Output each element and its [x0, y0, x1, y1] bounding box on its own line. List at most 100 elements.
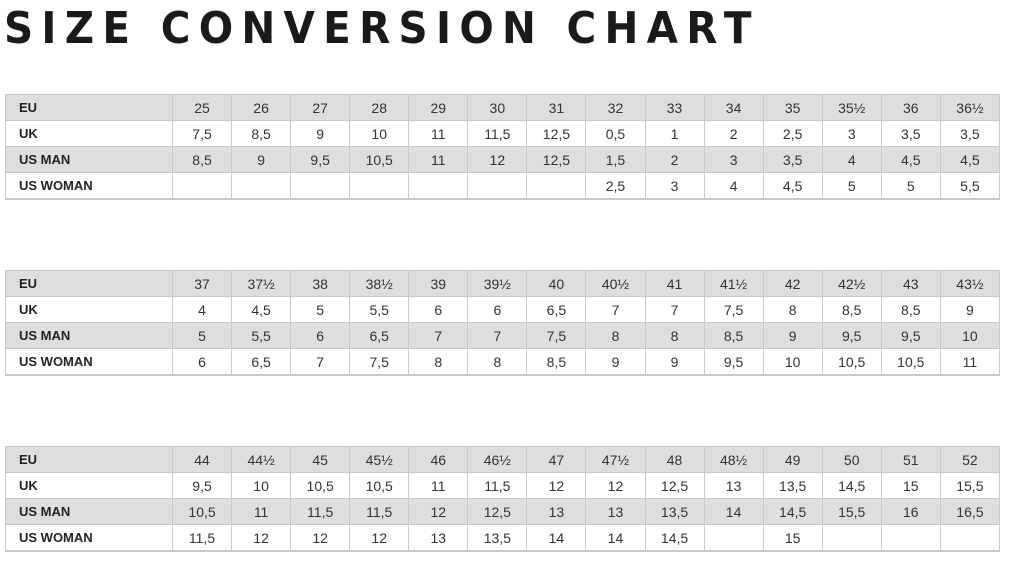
size-cell: 14,5: [644, 524, 705, 552]
size-cell: 8: [762, 296, 823, 323]
size-cell: 11,5: [467, 120, 528, 147]
size-cell: 13,5: [467, 524, 528, 552]
size-cell: [349, 172, 410, 200]
size-cell: 8,5: [171, 146, 233, 173]
size-cell: 1: [644, 120, 705, 147]
size-cell: 7: [290, 348, 351, 376]
size-cell: 8: [585, 322, 646, 349]
size-cell: 5: [290, 296, 351, 323]
size-cell: 4: [703, 172, 764, 200]
size-cell: 7: [585, 296, 646, 323]
size-cell: 5,5: [349, 296, 410, 323]
size-cell: [231, 172, 292, 200]
size-cell: 43: [880, 270, 941, 297]
size-cell: [880, 524, 941, 552]
size-cell: 6: [467, 296, 528, 323]
size-cell: 10: [939, 322, 1001, 349]
table-row-uk: UK 9,5 10 10,5 10,5 11 11,5 12 12 12,5 13 13,5 14,5 1…: [5, 472, 1001, 499]
size-cell: 25: [171, 94, 233, 121]
row-label: EU: [5, 270, 173, 297]
row-label: EU: [5, 94, 173, 121]
size-cell: 6,5: [526, 296, 587, 323]
size-cell: 46: [408, 446, 469, 473]
size-cell: 13,5: [762, 472, 823, 499]
row-label: UK: [5, 472, 173, 499]
size-cell: 4,5: [939, 146, 1001, 173]
size-cell: 10,5: [290, 472, 351, 499]
size-cell: 11: [408, 146, 469, 173]
size-cell: 31: [526, 94, 587, 121]
table-row-eu: EU 25 26 27 28 29 30 31 32 33 34 35 35½ 36 36½: [5, 94, 1001, 121]
size-cell: 10,5: [821, 348, 882, 376]
size-cell: 12,5: [644, 472, 705, 499]
size-cell: 12: [231, 524, 292, 552]
size-cell: 11,5: [290, 498, 351, 525]
size-cell: [408, 172, 469, 200]
size-cell: 6: [171, 348, 233, 376]
size-cell: 40: [526, 270, 587, 297]
size-cell: 2,5: [585, 172, 646, 200]
size-cell: 13: [585, 498, 646, 525]
size-cell: 35½: [821, 94, 882, 121]
size-cell: 7,5: [171, 120, 233, 147]
row-label: UK: [5, 120, 173, 147]
size-cell: 7,5: [526, 322, 587, 349]
size-cell: [526, 172, 587, 200]
size-cell: 51: [880, 446, 941, 473]
size-cell: 52: [939, 446, 1001, 473]
size-cell: 12: [585, 472, 646, 499]
size-cell: 32: [585, 94, 646, 121]
size-cell: 11,5: [171, 524, 233, 552]
size-cell: 47½: [585, 446, 646, 473]
size-cell: 3,5: [762, 146, 823, 173]
size-cell: 8,5: [880, 296, 941, 323]
size-cell: 2: [644, 146, 705, 173]
size-cell: 7: [644, 296, 705, 323]
size-cell: 36½: [939, 94, 1001, 121]
row-label: US MAN: [5, 146, 173, 173]
size-cell: 6: [408, 296, 469, 323]
size-cell: 47: [526, 446, 587, 473]
size-cell: 15,5: [939, 472, 1001, 499]
size-cell: 15: [880, 472, 941, 499]
size-cell: 9: [644, 348, 705, 376]
row-label: US WOMAN: [5, 524, 173, 552]
size-cell: 2: [703, 120, 764, 147]
size-cell: 40½: [585, 270, 646, 297]
size-cell: 12: [408, 498, 469, 525]
size-cell: 42: [762, 270, 823, 297]
size-cell: 9: [762, 322, 823, 349]
size-cell: 14,5: [821, 472, 882, 499]
size-cell: 10,5: [349, 472, 410, 499]
size-cell: [821, 524, 882, 552]
size-cell: 6: [290, 322, 351, 349]
table-row-us-woman: US WOMAN 11,5 12 12 12 13 13,5 14 14 14,5 15: [5, 524, 1001, 552]
size-cell: 14,5: [762, 498, 823, 525]
size-cell: [467, 172, 528, 200]
size-cell: 8: [644, 322, 705, 349]
size-cell: 16,5: [939, 498, 1001, 525]
size-cell: 42½: [821, 270, 882, 297]
size-cell: 11: [408, 472, 469, 499]
size-cell: 39: [408, 270, 469, 297]
size-cell: 44: [171, 446, 233, 473]
table-row-us-woman: US WOMAN 6 6,5 7 7,5 8 8 8,5 9 9 9,5 10 10,5 10,5 11: [5, 348, 1001, 376]
table-row-eu: EU 44 44½ 45 45½ 46 46½ 47 47½ 48 48½ 49 50 51 52: [5, 446, 1001, 473]
size-cell: 36: [880, 94, 941, 121]
table-row-uk: UK 4 4,5 5 5,5 6 6 6,5 7 7 7,5 8 8,5 8,5 9: [5, 296, 1001, 323]
size-cell: 9,5: [703, 348, 764, 376]
size-cell: 6,5: [349, 322, 410, 349]
size-table-3: EU 44 44½ 45 45½ 46 46½ 47 47½ 48 48½ 49 50 51 52 UK 9,5…: [5, 446, 1001, 552]
size-cell: 3,5: [939, 120, 1001, 147]
size-cell: 27: [290, 94, 351, 121]
size-cell: 11,5: [467, 472, 528, 499]
size-cell: 9,5: [171, 472, 233, 499]
size-cell: 29: [408, 94, 469, 121]
size-cell: 50: [821, 446, 882, 473]
table-row-us-man: US MAN 8,5 9 9,5 10,5 11 12 12,5 1,5 2 3 3,5 4 4,5 4,5: [5, 146, 1001, 173]
size-cell: 10: [349, 120, 410, 147]
page-title: SIZE CONVERSION CHART: [4, 3, 760, 54]
table-row-uk: UK 7,5 8,5 9 10 11 11,5 12,5 0,5 1 2 2,5 3 3,5 3,5: [5, 120, 1001, 147]
size-cell: 45½: [349, 446, 410, 473]
size-cell: 4,5: [880, 146, 941, 173]
